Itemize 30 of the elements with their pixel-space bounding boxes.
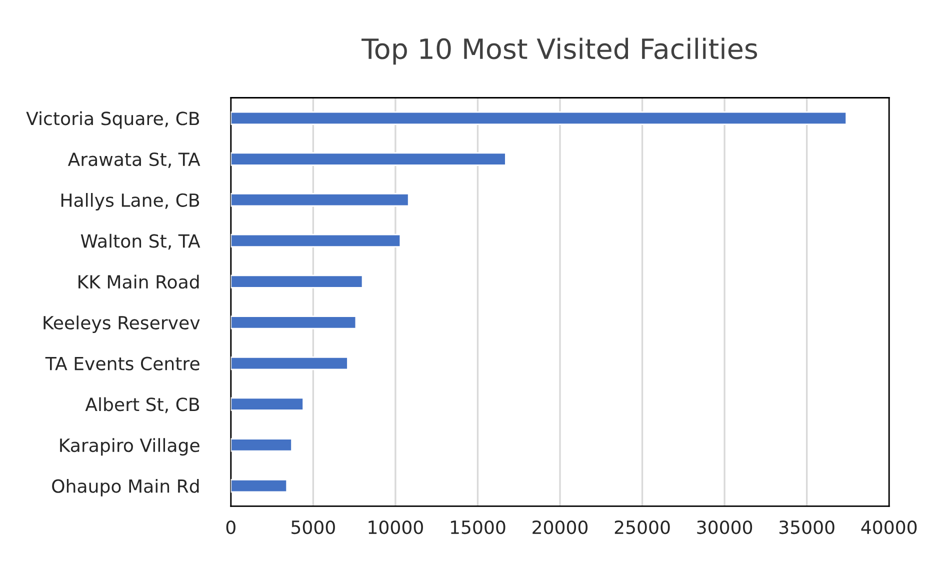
y-tick-label: Hallys Lane, CB (61, 193, 200, 210)
bar (230, 152, 506, 166)
x-tick-label: 10000 (368, 520, 423, 534)
y-tick-label: Ohaupo Main Rd (52, 478, 199, 496)
bar (230, 478, 288, 493)
y-tick-label: Walton St, TA (80, 234, 200, 250)
x-tick-label: 20000 (532, 520, 588, 534)
bar (230, 397, 304, 411)
x-tick-label: 35000 (779, 520, 834, 534)
y-tick-label: Karapiro Village (60, 438, 200, 456)
bar (230, 438, 292, 452)
bar (230, 274, 364, 288)
bar (230, 316, 357, 330)
y-tick-label: TA Events Centre (45, 356, 200, 370)
bar (230, 111, 848, 125)
x-tick-label: 0 (226, 520, 236, 534)
bar (230, 356, 348, 370)
chart-title: Top 10 Most Visited Facilities (362, 38, 758, 65)
y-tick-label: Albert St, CB (85, 397, 200, 414)
x-tick-label: 15000 (450, 520, 506, 534)
y-tick-label: Keeleys Reservev (44, 316, 200, 334)
bar (230, 193, 410, 207)
y-tick-label: Arawata St, TA (68, 152, 200, 168)
bar (230, 234, 402, 248)
x-tick-label: 25000 (614, 520, 670, 534)
x-tick-label: 40000 (861, 520, 917, 534)
x-tick-label: 30000 (697, 520, 752, 534)
y-tick-label: Victoria Square, CB (26, 111, 200, 129)
y-tick-label: KK Main Road (78, 274, 199, 289)
x-tick-label: 5000 (292, 520, 335, 534)
